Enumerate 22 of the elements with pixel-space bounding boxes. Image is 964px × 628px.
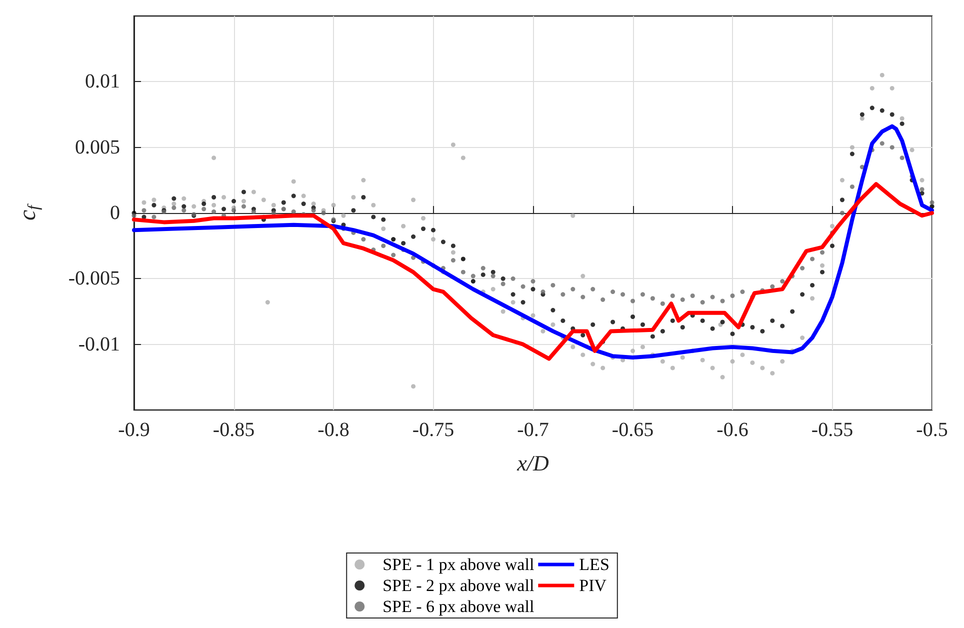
legend-label: LES [579,555,610,574]
x-tick-label: -0.85 [212,419,255,441]
line-series [132,182,934,361]
legend-label: SPE - 2 px above wall [382,576,534,595]
y-tick-label: 0.005 [75,136,120,158]
y-tick-label: 0.01 [85,70,120,93]
y-tick-label: -0.005 [68,268,120,290]
legend-label: SPE - 1 px above wall [382,555,534,574]
y-tick-label: 0 [110,202,120,224]
x-tick-label: -0.7 [517,419,549,441]
x-tick-label: -0.75 [412,419,454,441]
x-tick-label: -0.9 [118,419,150,441]
y-axis-title: cf [15,202,42,221]
x-axis-title: x/D [516,450,549,476]
x-tick-label: -0.65 [612,419,654,441]
y-tick-label: -0.01 [78,333,120,356]
legend-label: SPE - 6 px above wall [382,597,534,616]
x-tick-label: -0.6 [716,419,748,441]
x-tick-label: -0.55 [811,419,854,441]
x-tick-label: -0.8 [318,419,350,441]
legend-label: PIV [579,576,608,595]
x-tick-label: -0.5 [916,419,948,441]
